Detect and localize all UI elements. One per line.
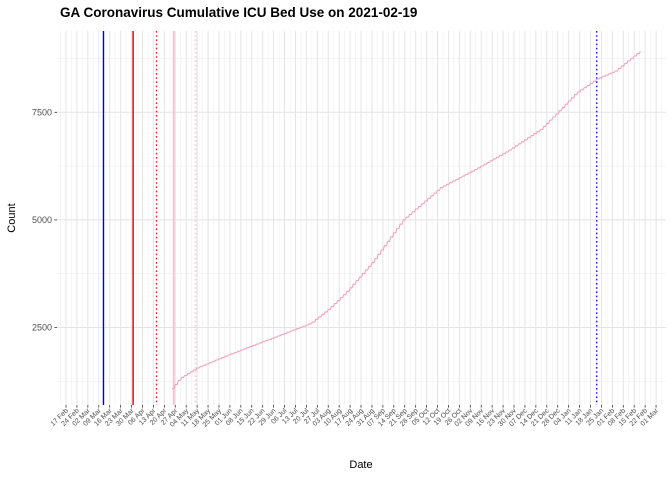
series-line-cumulative-icu-bed-use [172, 50, 641, 390]
x-axis-title: Date [349, 459, 373, 471]
y-tick-label: 2500 [32, 323, 52, 333]
chart-title: GA Coronavirus Cumulative ICU Bed Use on… [60, 5, 418, 20]
y-tick-label: 7500 [32, 107, 52, 117]
y-tick-label: 5000 [32, 215, 52, 225]
